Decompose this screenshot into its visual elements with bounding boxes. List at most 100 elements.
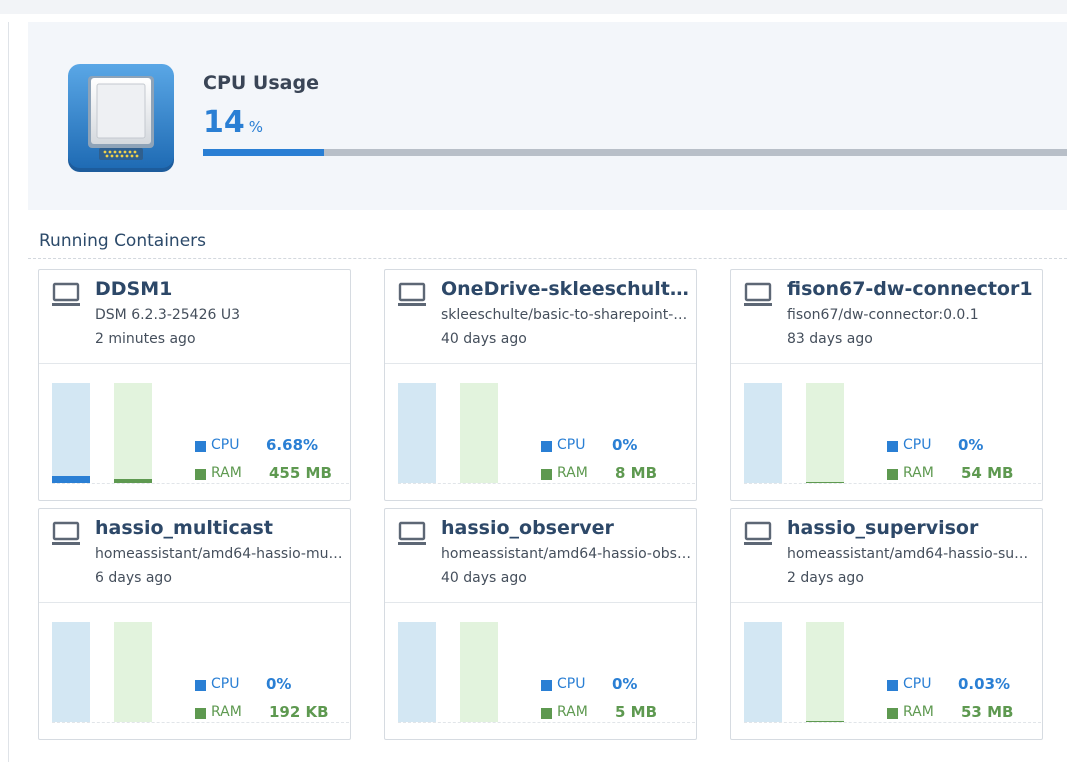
chart-baseline [52,722,349,723]
ram-bar [806,383,844,483]
cpu-legend-swatch [541,680,552,691]
container-uptime: 40 days ago [441,331,527,347]
monitor-icon [52,282,80,306]
ram-legend-swatch [887,469,898,480]
ram-bar [114,383,152,483]
container-uptime: 40 days ago [441,570,527,586]
container-card[interactable]: OneDrive-skleeschulte-onedrive skleeschu… [384,269,697,501]
card-header: fison67-dw-connector1 fison67/dw-connect… [731,270,1042,364]
ram-value: 192 KB [269,703,329,721]
cpu-value: 0% [612,675,638,693]
card-header: hassio_supervisor homeassistant/amd64-ha… [731,509,1042,603]
cpu-legend-label: CPU [903,437,932,453]
left-divider [8,22,9,762]
cpu-legend-swatch [887,441,898,452]
cpu-bar [398,622,436,722]
ram-legend-label: RAM [211,465,242,481]
cpu-value: 0% [958,436,984,454]
cpu-usage-title: CPU Usage [203,72,319,94]
cpu-legend-swatch [195,680,206,691]
ram-bar [806,622,844,722]
ram-legend-swatch [541,708,552,719]
cpu-usage-value: 14 [203,105,245,140]
cpu-bar [398,383,436,483]
container-card[interactable]: fison67-dw-connector1 fison67/dw-connect… [730,269,1043,501]
ram-legend-swatch [887,708,898,719]
container-image: fison67/dw-connector:0.0.1 [787,307,979,323]
container-card[interactable]: hassio_supervisor homeassistant/amd64-ha… [730,508,1043,740]
card-header: hassio_multicast homeassistant/amd64-has… [39,509,350,603]
chart-baseline [52,483,349,484]
cpu-usage-bar [203,149,1067,156]
card-header: OneDrive-skleeschulte-onedrive skleeschu… [385,270,696,364]
card-header: hassio_observer homeassistant/amd64-hass… [385,509,696,603]
container-card[interactable]: hassio_observer homeassistant/amd64-hass… [384,508,697,740]
section-divider [28,258,1067,259]
container-uptime: 2 minutes ago [95,331,196,347]
container-image: skleeschulte/basic-to-sharepoint-auth-ht… [441,307,691,323]
ram-bar-fill [806,721,844,722]
ram-bar [114,622,152,722]
chart-baseline [398,722,695,723]
ram-value: 54 MB [961,464,1014,482]
top-strip [0,0,1067,14]
container-name[interactable]: hassio_multicast [95,517,273,539]
cpu-usage-bar-fill [203,149,324,156]
container-name[interactable]: hassio_observer [441,517,614,539]
card-header: DDSM1 DSM 6.2.3-25426 U3 2 minutes ago [39,270,350,364]
cpu-legend-label: CPU [211,437,240,453]
cpu-usage-panel: CPU Usage 14% [28,22,1067,210]
ram-bar [460,622,498,722]
container-card[interactable]: DDSM1 DSM 6.2.3-25426 U3 2 minutes ago C… [38,269,351,501]
cpu-value: 0% [266,675,292,693]
cpu-value: 0.03% [958,675,1011,693]
container-uptime: 2 days ago [787,570,864,586]
cpu-bar [744,383,782,483]
ram-legend-label: RAM [211,704,242,720]
section-title: Running Containers [39,231,206,251]
container-name[interactable]: fison67-dw-connector1 [787,278,1033,300]
container-image: DSM 6.2.3-25426 U3 [95,307,241,323]
container-card[interactable]: hassio_multicast homeassistant/amd64-has… [38,508,351,740]
container-name[interactable]: DDSM1 [95,278,173,300]
cpu-bar [744,622,782,722]
container-image: homeassistant/amd64-hassio-observer [441,546,691,562]
cpu-legend-label: CPU [557,676,586,692]
ram-legend-label: RAM [557,465,588,481]
ram-legend-swatch [541,469,552,480]
container-uptime: 6 days ago [95,570,172,586]
ram-value: 455 MB [269,464,332,482]
ram-legend-swatch [195,708,206,719]
chart-baseline [744,722,1041,723]
ram-value: 5 MB [615,703,658,721]
cpu-bar [52,383,90,483]
ram-bar [460,383,498,483]
ram-legend-label: RAM [903,704,934,720]
monitor-icon [398,282,426,306]
cpu-value: 6.68% [266,436,319,454]
cpu-legend-swatch [887,680,898,691]
container-name[interactable]: hassio_supervisor [787,517,979,539]
monitor-icon [744,282,772,306]
cpu-legend-label: CPU [211,676,240,692]
cpu-value: 0% [612,436,638,454]
cpu-usage-readout: 14% [203,105,263,140]
ram-legend-label: RAM [557,704,588,720]
chart-baseline [744,483,1041,484]
container-image: homeassistant/amd64-hassio-supervisor [787,546,1037,562]
ram-value: 8 MB [615,464,658,482]
ram-bar-fill [806,482,844,483]
monitor-icon [744,521,772,545]
ram-bar-fill [114,479,152,483]
cpu-legend-swatch [541,441,552,452]
cpu-usage-unit: % [248,118,264,136]
container-image: homeassistant/amd64-hassio-multicast [95,546,345,562]
container-name[interactable]: OneDrive-skleeschulte-onedrive [441,278,691,300]
cpu-legend-label: CPU [903,676,932,692]
cpu-bar-fill [52,476,90,483]
monitor-icon [52,521,80,545]
ram-legend-label: RAM [903,465,934,481]
cpu-legend-label: CPU [557,437,586,453]
ram-legend-swatch [195,469,206,480]
cpu-bar [52,622,90,722]
